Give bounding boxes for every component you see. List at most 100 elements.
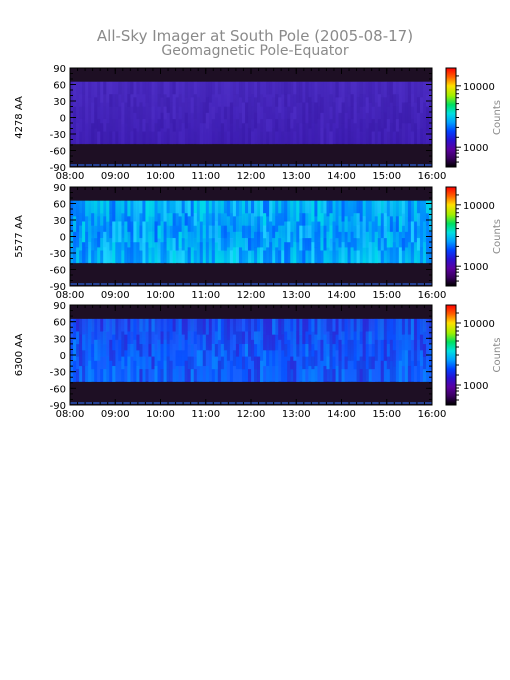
heatmap-cell [94,225,98,239]
heatmap-cell [169,250,173,264]
heatmap-cell [166,97,170,114]
heatmap-cell [94,318,98,341]
heatmap-cell [112,365,116,382]
heatmap-cell [97,119,101,132]
heatmap-cell [308,318,312,335]
heatmap-cell [308,350,312,367]
heatmap-cell [91,369,95,382]
heatmap-cell [91,318,95,332]
heatmap-cell [175,250,179,264]
heatmap-cell [187,369,191,382]
heatmap-cell [392,242,397,264]
heatmap-cell [323,128,327,145]
heatmap-cell [275,106,279,120]
heatmap-cell [332,102,336,124]
heatmap-cell [112,94,116,107]
heatmap-cell [293,131,297,145]
heatmap-cell [299,225,303,239]
heatmap-cell [278,200,282,214]
heatmap-cell [88,112,92,129]
heatmap-cell [97,339,101,362]
heatmap-cell [332,200,336,222]
heatmap-cell [344,247,348,264]
heatmap-cell [163,94,167,107]
heatmap-cell [386,344,391,357]
heatmap-cell [142,200,146,222]
heatmap-cell [118,94,122,107]
heatmap-cell [82,365,86,382]
heatmap-cell [139,81,143,103]
heatmap-cell [281,213,285,226]
heatmap-cell [208,365,213,382]
heatmap-cell [422,242,427,264]
heatmap-cell [329,213,333,226]
heatmap-cell [329,318,333,335]
heatmap-cell [272,112,276,129]
heatmap-cell [365,247,369,264]
heatmap-cell [199,350,204,367]
heatmap-cell [109,81,113,95]
heatmap-cell [260,318,264,341]
heatmap-cell [142,369,146,382]
heatmap-cell [344,356,348,370]
heatmap-cell [97,247,101,264]
heatmap-cell [103,231,107,248]
heatmap-cell [82,221,86,243]
heatmap-cell [151,200,155,217]
heatmap-cell [205,200,210,222]
heatmap-cell [425,200,430,214]
heatmap-cell [109,360,113,382]
heatmap-cell [392,131,397,145]
heatmap-cell [187,318,191,332]
heatmap-cell [311,344,315,357]
heatmap-cell [263,200,267,214]
heatmap-cell [266,350,270,367]
heatmap-cell [389,318,394,341]
x-tick-label: 12:00 [237,171,266,182]
heatmap-cell [148,344,152,357]
heatmap-cell [290,216,294,233]
heatmap-cell [266,247,270,264]
heatmap-cell [175,81,179,98]
heatmap-cell [398,360,403,382]
heatmap-cell [368,331,372,345]
heatmap-cell [254,318,258,332]
heatmap-cell [251,360,255,382]
heatmap-cell [187,344,191,357]
heatmap-cell [320,339,324,362]
heatmap-cell [323,334,327,351]
heatmap-cell [260,247,264,264]
heatmap-cell [377,106,382,120]
heatmap-cell [386,119,391,132]
heatmap-cell [139,213,143,226]
heatmap-cell [419,112,424,129]
y-tick-label: 30 [53,216,66,227]
heatmap-cell [410,242,415,264]
heatmap-cell [365,97,369,114]
heatmap-cell [392,350,397,367]
heatmap-cell [214,97,219,114]
heatmap-cell [281,238,285,251]
heatmap-cell [287,106,291,120]
heatmap-cell [275,119,279,132]
y-axis-label: 4278 AA [14,96,25,139]
heatmap-cell [238,231,243,248]
heatmap-cell [317,131,321,145]
heatmap-cell [142,331,146,345]
heatmap-cell [85,123,89,145]
heatmap-cell [359,131,363,145]
heatmap-cell [223,119,228,132]
heatmap-cell [401,318,406,335]
heatmap-cell [115,94,119,107]
heatmap-cell [163,318,167,341]
heatmap-cell [278,250,282,264]
heatmap-cell [269,119,273,132]
heatmap-cell [263,250,267,264]
heatmap-cell [163,200,167,222]
heatmap-cell [166,225,170,239]
heatmap-cell [151,369,155,382]
heatmap-cell [100,344,104,357]
heatmap-cell [232,131,237,145]
heatmap-cell [127,318,131,332]
